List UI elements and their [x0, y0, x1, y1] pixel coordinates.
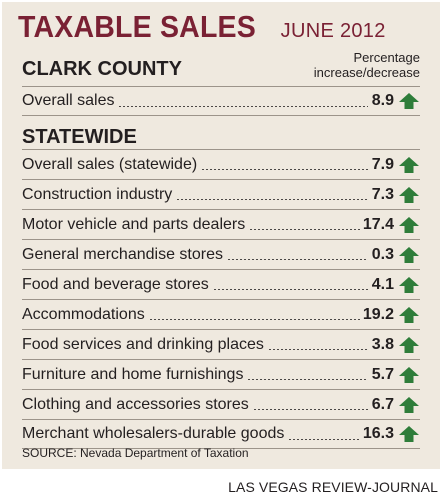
table-row: General merchandise stores 0.3 [22, 239, 420, 269]
row-label: General merchandise stores [22, 245, 223, 263]
table-row: Accommodations 19.2 [22, 299, 420, 329]
table-row: Food services and drinking places 3.8 [22, 329, 420, 359]
table-row: Merchant wholesalers-durable goods 16.3 [22, 419, 420, 449]
row-label: Overall sales [22, 92, 115, 109]
dot-leader [288, 438, 361, 440]
dot-leader [252, 409, 368, 410]
row-label: Merchant wholesalers-durable goods [22, 425, 285, 442]
arrow-up-icon [399, 216, 419, 233]
table-row: Overall sales 8.9 [22, 86, 420, 116]
row-value: 4.1 [371, 275, 394, 293]
row-value: 16.3 [362, 425, 394, 442]
section-heading-statewide: STATEWIDE [22, 126, 137, 148]
dot-leader [249, 229, 361, 230]
dot-leader [247, 379, 368, 380]
title-date: JUNE 2012 [280, 20, 386, 42]
dot-leader [226, 259, 368, 260]
row-value: 0.3 [371, 245, 394, 263]
table-row: Overall sales (statewide) 7.9 [22, 149, 420, 179]
source-note: SOURCE: Nevada Department of Taxation [22, 446, 249, 460]
column-header-line2: increase/decrease [313, 65, 420, 80]
row-value: 8.9 [371, 92, 394, 109]
row-label: Clothing and accessories stores [22, 395, 249, 413]
row-value: 19.2 [362, 305, 394, 323]
arrow-up-icon [399, 156, 419, 173]
chart-title: TAXABLE SALES JUNE 2012 [18, 8, 386, 49]
publication-credit: LAS VEGAS REVIEW-JOURNAL [228, 479, 438, 495]
row-value: 17.4 [362, 215, 394, 233]
row-label: Construction industry [22, 185, 173, 203]
arrow-up-icon [399, 93, 419, 109]
arrow-up-icon [399, 336, 419, 353]
column-header: Percentage increase/decrease [314, 50, 420, 80]
table-row: Motor vehicle and parts dealers 17.4 [22, 209, 420, 239]
arrow-up-icon [399, 276, 419, 293]
row-value: 5.7 [371, 365, 394, 383]
arrow-up-icon [399, 366, 419, 383]
row-value: 7.3 [371, 185, 394, 203]
dot-leader [148, 319, 361, 320]
dot-leader [176, 199, 368, 200]
table-row: Clothing and accessories stores 6.7 [22, 389, 420, 419]
row-value: 3.8 [371, 335, 394, 353]
arrow-up-icon [399, 186, 419, 203]
row-label: Accommodations [22, 305, 145, 323]
section-heading-clark-county: CLARK COUNTY [22, 58, 182, 80]
arrow-up-icon [399, 306, 419, 323]
infographic-panel: TAXABLE SALES JUNE 2012 Percentage increa… [2, 2, 440, 469]
table-row: Furniture and home furnishings 5.7 [22, 359, 420, 389]
row-label: Food and beverage stores [22, 275, 209, 293]
dot-leader [118, 105, 368, 107]
clark-county-rows: Overall sales 8.9 [22, 86, 420, 116]
table-row: Construction industry 7.3 [22, 179, 420, 209]
arrow-up-icon [399, 426, 419, 442]
row-label: Overall sales (statewide) [22, 155, 198, 173]
table-row: Food and beverage stores 4.1 [22, 269, 420, 299]
dot-leader [201, 169, 368, 170]
dot-leader [267, 349, 368, 350]
statewide-rows: Overall sales (statewide) 7.9 Construction… [22, 149, 420, 449]
row-label: Motor vehicle and parts dealers [22, 215, 246, 233]
title-main: TAXABLE SALES [18, 9, 256, 44]
row-label: Food services and drinking places [22, 335, 264, 353]
arrow-up-icon [399, 246, 419, 263]
arrow-up-icon [399, 396, 419, 413]
row-value: 7.9 [371, 155, 394, 173]
dot-leader [212, 289, 368, 290]
column-header-line1: Percentage [353, 50, 421, 65]
row-label: Furniture and home furnishings [22, 365, 244, 383]
row-value: 6.7 [371, 395, 394, 413]
